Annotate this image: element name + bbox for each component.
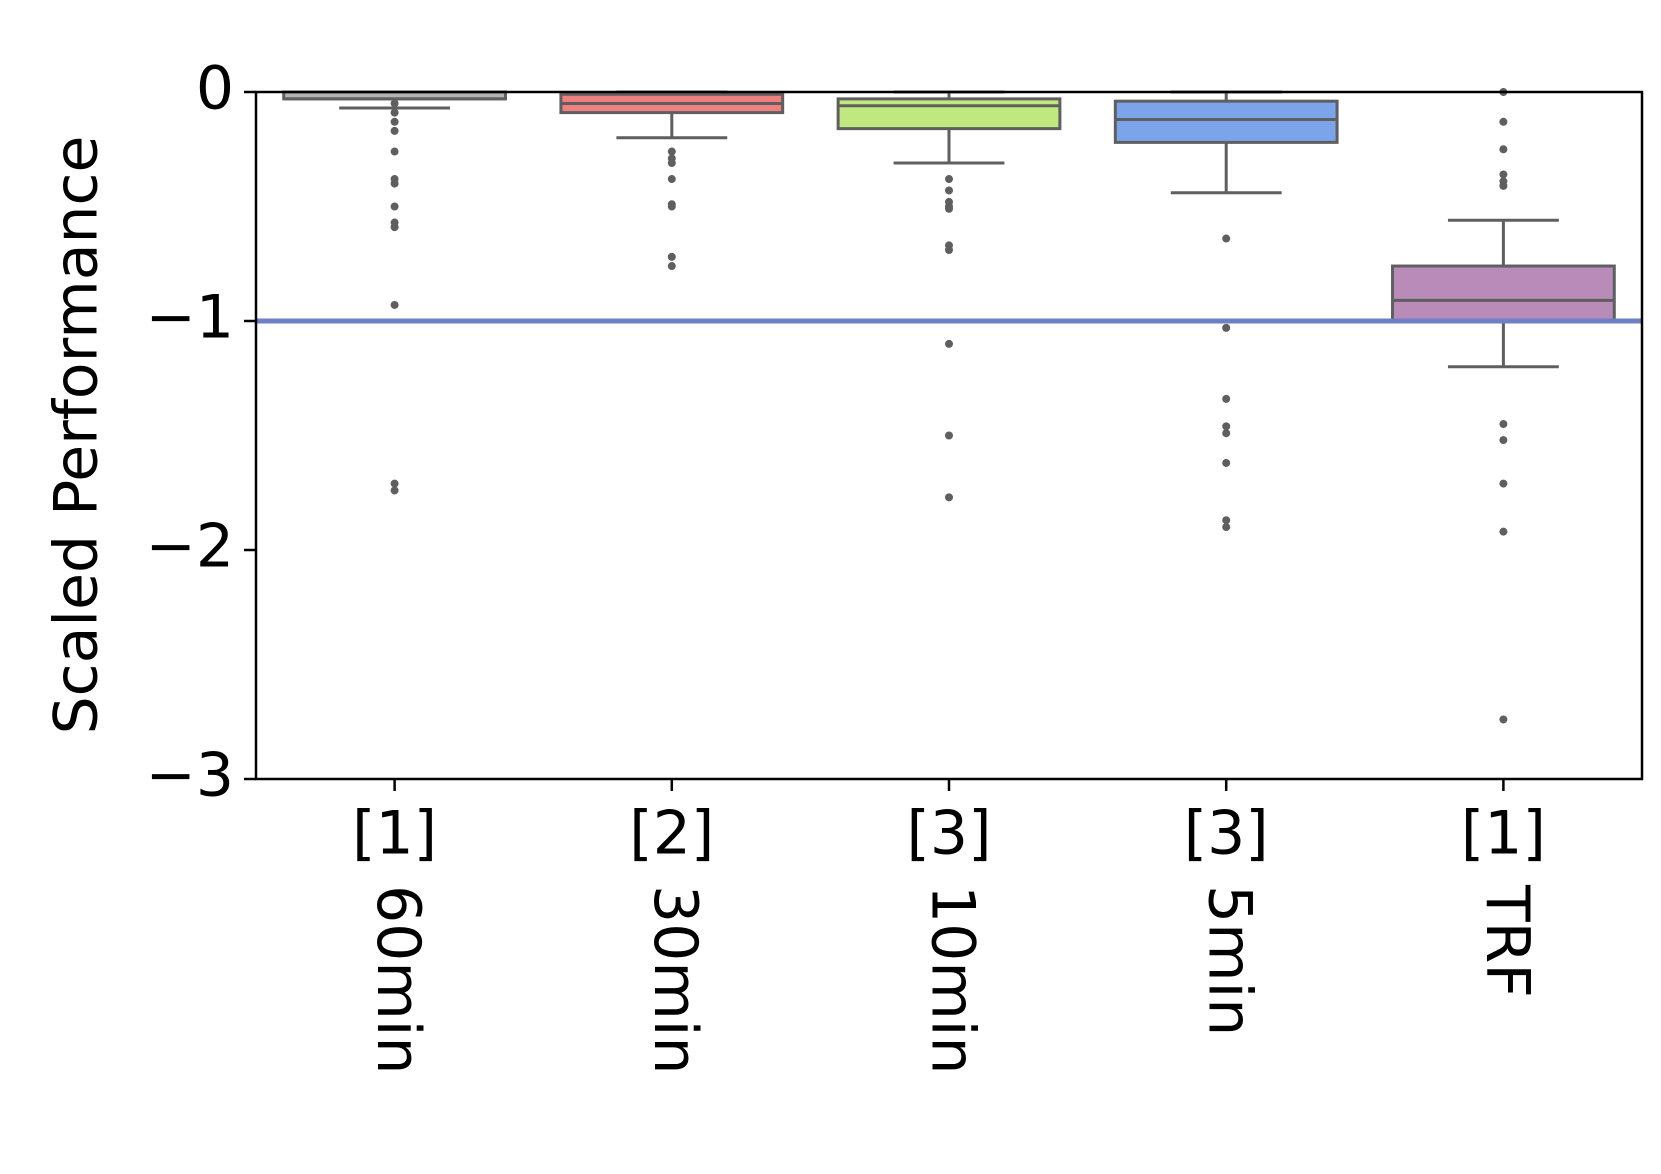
box-iqr — [836, 97, 1062, 131]
outlier-point — [390, 99, 399, 108]
outlier-point — [1499, 181, 1508, 190]
outlier-point — [390, 300, 399, 309]
y-tick-label: −2 — [146, 512, 234, 582]
outlier-point — [945, 339, 953, 348]
outlier-point — [390, 147, 399, 156]
outlier-point — [390, 108, 399, 117]
x-axis: [1] 60min [2] 30min [3] 10min [3] 5min [1] TRF — [352, 779, 1546, 1075]
outlier-point — [390, 179, 399, 188]
x-tick-label: [1] — [1461, 799, 1546, 869]
outlier-point — [667, 175, 676, 184]
outlier-point — [945, 175, 953, 184]
outlier-point — [945, 431, 953, 440]
x-tick-label: [3] — [1184, 799, 1269, 869]
outlier-point — [1499, 715, 1508, 724]
outlier-point — [390, 117, 399, 126]
y-axis-title: Scaled Performance — [42, 136, 112, 735]
y-tick-label: −1 — [146, 283, 234, 353]
y-tick-label: 0 — [196, 54, 234, 124]
outlier-point — [390, 479, 399, 488]
x-tick-label: 5min — [1195, 885, 1265, 1036]
box-group-2 — [559, 90, 785, 271]
outlier-point — [390, 223, 399, 232]
outlier-point — [667, 202, 676, 211]
outlier-point — [1499, 145, 1508, 154]
outlier-point — [1499, 170, 1508, 179]
x-tick-label: [3] — [907, 799, 992, 869]
plot-area — [256, 88, 1642, 724]
box-group-1 — [282, 90, 507, 495]
y-axis: 0 −1 −2 −3 — [146, 54, 256, 811]
outlier-point — [1222, 458, 1231, 467]
outlier-point — [390, 202, 399, 211]
box-group-3 — [836, 90, 1062, 502]
outlier-point — [945, 493, 953, 502]
outlier-point — [667, 147, 676, 156]
outlier-point — [1499, 436, 1508, 445]
outlier-point — [945, 186, 953, 195]
outlier-point — [667, 262, 676, 271]
outlier-point — [1222, 516, 1231, 525]
outlier-point — [1499, 527, 1508, 536]
outlier-point — [1499, 479, 1508, 488]
outlier-point — [1222, 429, 1231, 438]
x-tick-label: [2] — [629, 799, 714, 869]
outlier-point — [1499, 117, 1508, 126]
x-tick-label: TRF — [1472, 884, 1542, 998]
box-iqr — [1391, 264, 1616, 323]
outlier-point — [945, 204, 953, 213]
box-group-4 — [1113, 90, 1339, 532]
x-tick-label: 10min — [917, 885, 987, 1075]
outlier-point — [1222, 394, 1231, 403]
x-tick-label: [1] — [352, 799, 437, 869]
outlier-point — [390, 486, 399, 495]
x-tick-label: 60min — [363, 885, 433, 1075]
outlier-point — [1499, 420, 1508, 429]
outlier-point — [667, 252, 676, 261]
x-tick-label: 30min — [640, 885, 710, 1075]
outlier-point — [1222, 422, 1231, 431]
y-tick-label: −3 — [146, 741, 234, 811]
box-iqr — [1113, 99, 1339, 144]
outlier-point — [1222, 234, 1231, 243]
outlier-point — [1222, 523, 1231, 532]
outlier-point — [1222, 323, 1231, 332]
outlier-point — [390, 126, 399, 135]
outlier-point — [945, 246, 953, 255]
outlier-point — [667, 158, 676, 167]
box-group-5 — [1391, 88, 1616, 724]
